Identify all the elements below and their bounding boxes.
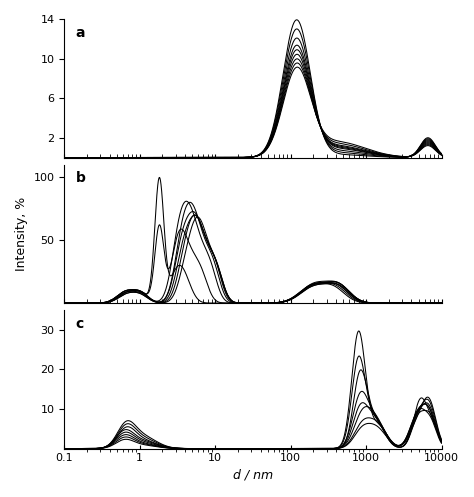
- Text: a: a: [75, 26, 85, 40]
- Y-axis label: Intensity, %: Intensity, %: [15, 197, 28, 271]
- X-axis label: d / nm: d / nm: [233, 469, 273, 482]
- Text: b: b: [75, 171, 85, 185]
- Text: c: c: [75, 317, 84, 331]
